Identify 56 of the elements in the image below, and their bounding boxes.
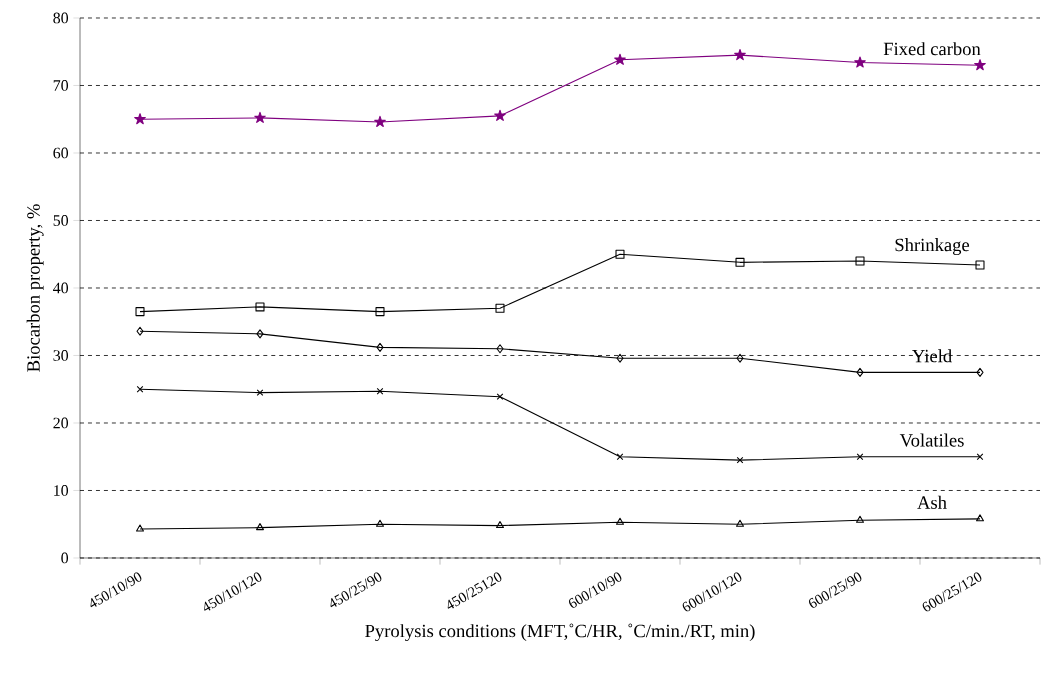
y-tick-label: 30 — [53, 350, 69, 361]
point — [256, 523, 264, 531]
point — [375, 307, 385, 317]
point — [256, 329, 264, 339]
point — [495, 303, 505, 313]
y-tick-label: 40 — [53, 282, 69, 294]
point — [255, 302, 265, 312]
y-tick-label: 0 — [61, 552, 69, 564]
y-tick-label: 50 — [53, 215, 69, 226]
point — [976, 514, 984, 522]
point — [136, 385, 144, 393]
series-label: Fixed carbon — [883, 42, 981, 56]
point — [136, 524, 144, 532]
point — [256, 389, 264, 396]
point — [736, 353, 744, 363]
point — [496, 344, 504, 354]
point — [736, 456, 744, 464]
point — [376, 387, 384, 395]
point — [974, 59, 986, 71]
point — [496, 393, 504, 401]
point — [374, 115, 386, 127]
point — [254, 111, 266, 123]
point — [856, 453, 864, 461]
point — [735, 257, 745, 267]
point — [615, 249, 625, 259]
x-axis-title: Pyrolysis conditions (MFT,˚C/HR, ˚C/min./RT, min) — [365, 623, 755, 642]
point — [494, 109, 506, 121]
point — [134, 113, 146, 125]
point — [616, 517, 624, 525]
y-tick-label: 70 — [53, 80, 69, 91]
series-label: Ash — [917, 495, 947, 509]
point — [496, 521, 504, 529]
point — [975, 260, 985, 270]
y-tick-label: 20 — [53, 417, 69, 429]
point — [854, 56, 866, 68]
point — [614, 53, 626, 65]
point — [376, 342, 384, 352]
series-label: Yield — [912, 349, 952, 363]
y-tick-label: 80 — [53, 12, 69, 24]
y-tick-label: 10 — [54, 485, 69, 496]
point — [135, 307, 145, 317]
y-axis-title: Biocarbon property, % — [26, 204, 44, 372]
series-label: Volatiles — [899, 433, 964, 447]
point — [376, 519, 384, 527]
point — [976, 367, 984, 377]
point — [136, 326, 144, 336]
point — [976, 453, 984, 461]
point — [855, 256, 865, 266]
point — [856, 515, 864, 523]
point — [856, 367, 864, 377]
point — [734, 49, 746, 61]
y-tick-label: 60 — [53, 147, 69, 159]
point — [616, 453, 624, 461]
point — [736, 519, 744, 527]
point — [616, 353, 624, 363]
series-label: Shrinkage — [895, 238, 970, 256]
